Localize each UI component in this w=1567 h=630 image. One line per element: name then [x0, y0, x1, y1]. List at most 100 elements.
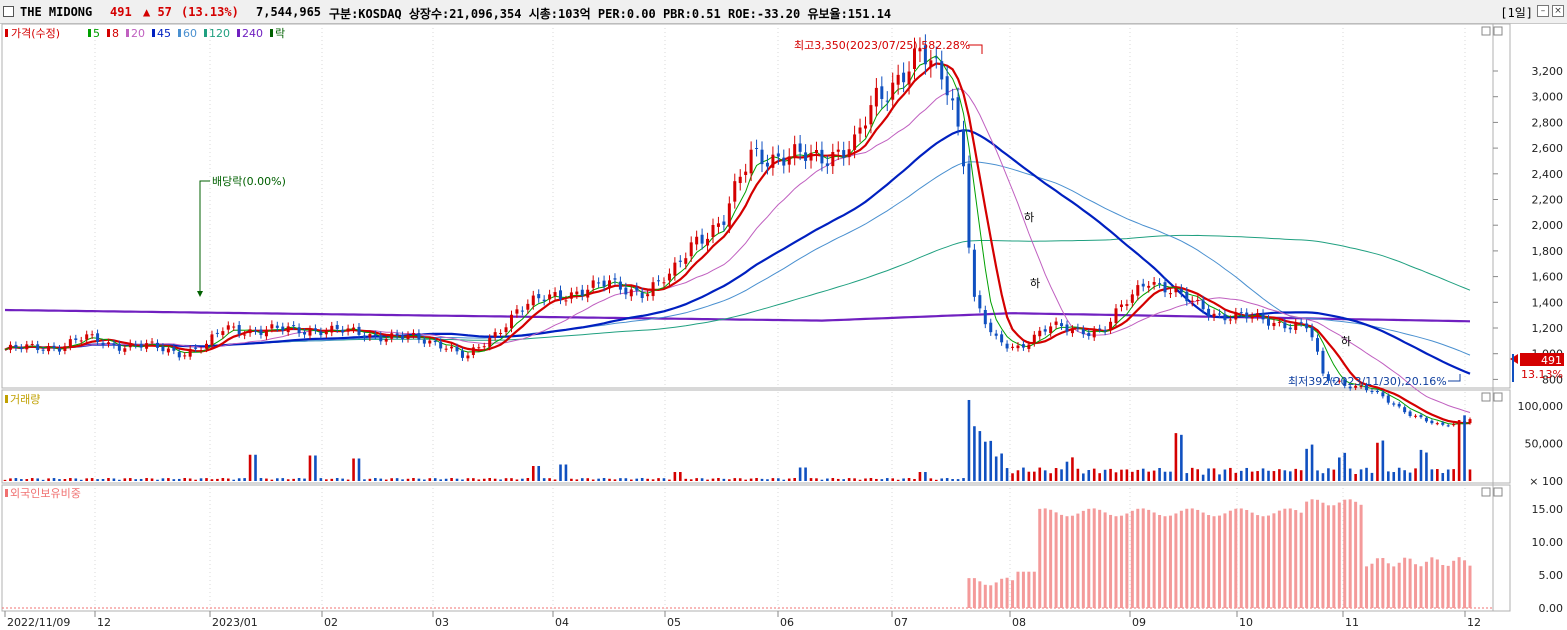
foreign-ratio-bar: [1114, 516, 1118, 608]
volume-bar: [346, 479, 350, 481]
foreign-ratio-bar: [1261, 516, 1265, 608]
candle: [1321, 350, 1325, 374]
foreign-ratio-bar: [1005, 577, 1009, 608]
volume-bar: [205, 478, 208, 481]
foreign-ratio-bar: [1245, 509, 1249, 608]
volume-bar: [733, 478, 737, 481]
candle: [1397, 403, 1401, 407]
volume-bar: [341, 478, 344, 481]
candle: [1065, 324, 1069, 332]
volume-bar: [929, 478, 933, 481]
volume-bar: [248, 454, 252, 481]
x-tick-label: 11: [1345, 616, 1359, 629]
foreign-ratio-bar: [1452, 560, 1456, 608]
foreign-ratio-bar: [1386, 563, 1390, 608]
y-tick-label: 3,200: [1532, 65, 1564, 78]
volume-bar: [646, 478, 649, 481]
close-icon[interactable]: ×: [1552, 5, 1564, 17]
volume-bar: [553, 479, 557, 481]
foreign-ratio-bar: [1392, 566, 1396, 608]
candle: [994, 333, 998, 336]
volume-bar: [1163, 471, 1167, 481]
foreign-ratio-bar: [1359, 504, 1363, 608]
candle: [646, 294, 650, 297]
volume-bar: [510, 478, 513, 481]
candle: [292, 325, 296, 327]
period-selector[interactable]: [1일]: [1500, 6, 1533, 20]
candle: [439, 341, 443, 349]
candle: [1266, 319, 1270, 326]
candle: [586, 289, 590, 298]
minimize-icon[interactable]: –: [1537, 5, 1549, 17]
volume-bar: [455, 478, 459, 481]
select-checkbox[interactable]: [3, 6, 14, 17]
candle: [303, 332, 307, 335]
candle: [716, 223, 720, 227]
volume-bar: [559, 464, 562, 481]
volume-bar: [809, 478, 813, 481]
foreign-ratio-bar: [967, 578, 971, 608]
y-tick-label: 1,600: [1532, 271, 1564, 284]
stock-info: 구분:KOSDAQ 상장수:21,096,354 시총:103억 PER:0.0…: [329, 7, 892, 21]
candle: [891, 82, 895, 100]
x-axis-labels: 2022/11/09 12 2023/01 02 03 04 05 06 07 08 09 10 11 1…: [4, 611, 1481, 629]
candle: [629, 289, 633, 297]
volume-bar: [1446, 469, 1450, 481]
candle: [847, 149, 851, 158]
foreign-tick-label: 10.00: [1532, 536, 1564, 549]
volume-bar: [804, 467, 807, 481]
volume-bar: [1087, 470, 1091, 481]
volume-bar: [820, 479, 824, 481]
volume-bar: [1196, 469, 1199, 481]
volume-bar: [673, 472, 677, 481]
candle: [727, 203, 731, 227]
candle: [602, 280, 606, 287]
panel-buttons[interactable]: [1481, 26, 1503, 497]
volume-bar: [270, 479, 274, 481]
volume-bar: [14, 478, 18, 481]
volume-bar: [1354, 473, 1357, 481]
volume-bar: [177, 478, 181, 481]
volume-bar: [580, 478, 584, 481]
foreign-ratio-bar: [1228, 510, 1232, 608]
legend-price: 가격(수정): [11, 27, 60, 40]
candle: [357, 326, 361, 335]
foreign-tick-label: 5.00: [1539, 569, 1564, 582]
candle: [324, 331, 328, 335]
volume-bar: [1234, 472, 1238, 481]
foreign-ratio-bar: [1223, 513, 1227, 608]
candle: [79, 340, 83, 342]
volume-bar: [537, 466, 541, 481]
volume-bar: [662, 478, 666, 481]
candle: [1354, 385, 1358, 388]
foreign-ratio-bar: [1332, 505, 1336, 608]
candle: [145, 343, 149, 349]
volume-bar: [945, 478, 949, 481]
candle: [1147, 285, 1151, 288]
foreign-ratio-bar: [1234, 508, 1238, 608]
candle: [738, 176, 742, 184]
candle: [281, 326, 285, 331]
volume-bar: [118, 479, 121, 481]
volume-bar: [836, 478, 840, 481]
candle: [499, 332, 503, 334]
foreign-ratio-bar: [1207, 515, 1211, 608]
candle: [232, 326, 236, 328]
candle: [923, 45, 927, 65]
candle: [41, 349, 45, 351]
price-legend: 가격(수정) 5 8 20 45 60 120 240 락: [5, 27, 285, 40]
candle: [678, 260, 682, 262]
candle: [117, 344, 121, 351]
volume-bar: [199, 478, 203, 481]
candle: [711, 225, 715, 238]
legend-ma-60: 60: [183, 27, 197, 40]
foreign-ratio-bar: [1152, 512, 1156, 608]
volume-bar: [907, 478, 911, 481]
volume-bar: [526, 478, 530, 481]
y-tick-label: 1,200: [1532, 322, 1564, 335]
candle: [1375, 391, 1379, 393]
volume-bar: [167, 478, 170, 481]
foreign-ratio-bar: [1136, 508, 1140, 608]
candle: [624, 287, 628, 295]
y-tick-label: 2,200: [1532, 194, 1564, 207]
